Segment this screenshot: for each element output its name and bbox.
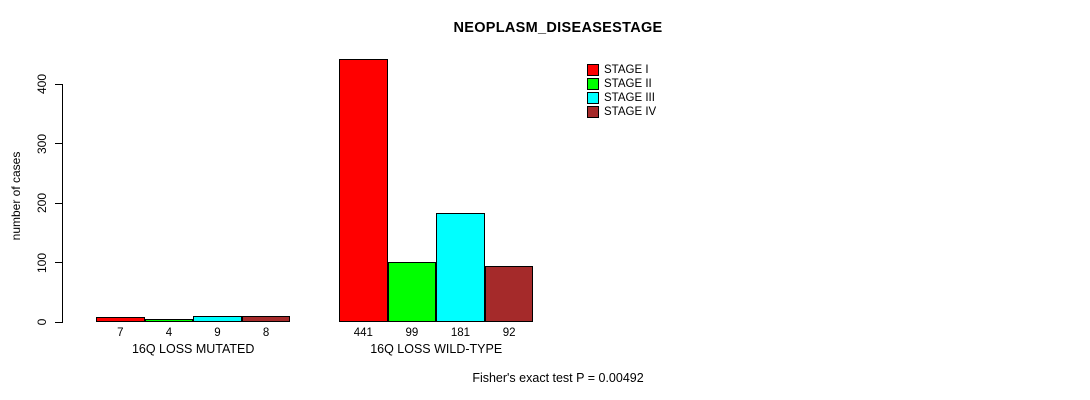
- y-axis-tick: [55, 321, 62, 323]
- bar-value-label-16q-loss-mutated-stage-iv: 8: [262, 327, 270, 339]
- bar-value-label-16q-loss-wild-type-stage-i: 441: [353, 327, 373, 339]
- legend-item-stage-iii: STAGE III: [587, 91, 656, 105]
- y-axis-tick: [55, 262, 62, 263]
- legend-label-stage-iv: STAGE IV: [604, 106, 657, 118]
- legend-item-stage-i: STAGE I: [587, 63, 656, 77]
- bar-value-label-16q-loss-wild-type-stage-ii: 99: [405, 327, 419, 339]
- category-label-16q-loss-wild-type: 16Q LOSS WILD-TYPE: [370, 342, 503, 356]
- y-axis-tick-label: 0: [35, 318, 49, 326]
- bar-16q-loss-mutated-stage-ii: [144, 319, 194, 322]
- legend-label-stage-i: STAGE I: [604, 64, 649, 76]
- legend: STAGE I STAGE II STAGE III STAGE IV: [587, 63, 656, 119]
- legend-label-stage-ii: STAGE II: [604, 78, 652, 90]
- fisher-test-annotation: Fisher's exact test P = 0.00492: [472, 371, 644, 385]
- y-axis-tick-label: 400: [35, 73, 49, 95]
- legend-swatch-stage-i: [587, 64, 599, 76]
- bar-value-label-16q-loss-wild-type-stage-iii: 181: [450, 327, 471, 339]
- category-label-16q-loss-mutated: 16Q LOSS MUTATED: [131, 342, 255, 356]
- bar-16q-loss-wild-type-stage-ii: [387, 262, 437, 322]
- bar-value-label-16q-loss-mutated-stage-iii: 9: [214, 327, 221, 339]
- legend-swatch-stage-iv: [587, 106, 599, 118]
- bar-16q-loss-mutated-stage-i: [96, 317, 145, 322]
- legend-item-stage-iv: STAGE IV: [587, 105, 656, 119]
- legend-swatch-stage-iii: [587, 92, 599, 104]
- y-axis-label: number of cases: [9, 151, 23, 241]
- bar-16q-loss-wild-type-stage-iv: [484, 266, 534, 322]
- y-axis-tick: [55, 143, 62, 144]
- y-axis-tick-label: 100: [35, 252, 49, 273]
- y-axis-tick: [55, 83, 62, 85]
- bar-value-label-16q-loss-mutated-stage-i: 7: [117, 327, 124, 339]
- bar-16q-loss-wild-type-stage-i: [339, 59, 388, 322]
- y-axis-tick-label: 300: [35, 133, 49, 154]
- chart-title: NEOPLASM_DISEASESTAGE: [453, 20, 663, 36]
- bar-value-label-16q-loss-mutated-stage-ii: 4: [165, 327, 173, 339]
- legend-swatch-stage-ii: [587, 78, 599, 90]
- y-axis-tick: [55, 202, 62, 204]
- bar-value-label-16q-loss-wild-type-stage-iv: 92: [502, 327, 516, 339]
- y-axis-line: [62, 84, 63, 323]
- legend-label-stage-iii: STAGE III: [604, 92, 655, 104]
- bar-16q-loss-wild-type-stage-iii: [436, 213, 485, 322]
- legend-item-stage-ii: STAGE II: [587, 77, 656, 91]
- bar-16q-loss-mutated-stage-iv: [241, 316, 291, 322]
- bar-16q-loss-mutated-stage-iii: [193, 316, 242, 322]
- y-axis-tick-label: 200: [35, 192, 49, 214]
